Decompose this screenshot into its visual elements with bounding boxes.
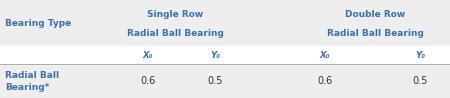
Text: Y₀: Y₀	[210, 50, 220, 59]
Text: Bearing*: Bearing*	[5, 83, 50, 92]
Text: 0.5: 0.5	[412, 76, 427, 86]
Text: 0.6: 0.6	[140, 76, 156, 86]
Bar	[0, 46, 450, 64]
Text: Double Row: Double Row	[345, 10, 405, 19]
Text: Radial Ball Bearing: Radial Ball Bearing	[126, 29, 224, 38]
Text: X₀: X₀	[320, 50, 330, 59]
Text: 0.6: 0.6	[317, 76, 333, 86]
Text: Radial Ball Bearing: Radial Ball Bearing	[327, 29, 423, 38]
Text: Radial Ball: Radial Ball	[5, 70, 59, 79]
Text: Single Row: Single Row	[147, 10, 203, 19]
Text: 0.5: 0.5	[207, 76, 223, 86]
Text: Bearing Type: Bearing Type	[5, 19, 71, 28]
Text: Y₀: Y₀	[415, 50, 425, 59]
Text: X₀: X₀	[143, 50, 153, 59]
